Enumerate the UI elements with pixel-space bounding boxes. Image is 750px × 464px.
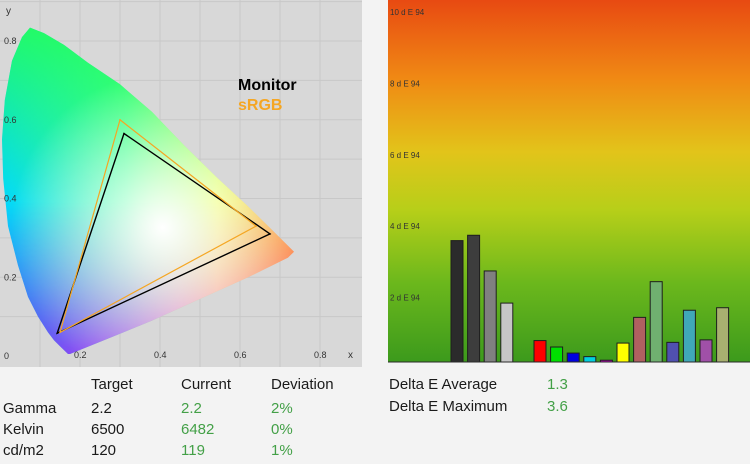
delta-e-maximum-label: Delta E Maximum xyxy=(389,398,508,415)
row-label: Kelvin xyxy=(3,421,44,438)
row-current: 119 xyxy=(181,442,205,459)
gamut-vertex xyxy=(56,332,58,334)
row-target: 6500 xyxy=(91,421,125,438)
delta-e-bar xyxy=(649,281,663,363)
gamut-triangles xyxy=(56,118,272,335)
header-target: Target xyxy=(91,376,133,393)
delta-e-bar xyxy=(716,307,730,363)
cie-x-axis-label: x xyxy=(348,350,353,361)
row-target: 120 xyxy=(91,442,117,459)
delta-e-bar xyxy=(550,346,564,363)
y-tick-label: 2 d E 94 xyxy=(390,294,420,303)
delta-e-bar xyxy=(633,316,647,363)
delta-e-y-ticks: 2 d E 94 4 d E 94 6 d E 94 8 d E 94 10 d E 9… xyxy=(390,8,425,303)
delta-e-bar xyxy=(583,356,597,363)
legend-monitor: Monitor xyxy=(238,77,297,94)
delta-e-bar xyxy=(682,309,696,363)
row-deviation: 0% xyxy=(271,421,293,438)
row-deviation: 1% xyxy=(271,442,293,459)
y-tick-label: 4 d E 94 xyxy=(390,222,420,231)
x-tick-label: 0.2 xyxy=(74,350,87,360)
monitor-gamut-triangle xyxy=(56,132,272,335)
gamut-vertex xyxy=(269,233,271,235)
row-current: 2.2 xyxy=(181,400,202,417)
gamut-vertex xyxy=(123,132,125,135)
row-target: 2.2 xyxy=(91,400,112,417)
delta-e-average-value: 1.3 xyxy=(547,376,568,393)
legend-srgb: sRGB xyxy=(238,97,282,114)
srgb-gamut-triangle xyxy=(59,118,258,334)
gamut-vertex xyxy=(119,118,121,121)
cie-chromaticity-chart: 0.2 0.4 0.6 0.8 0 0.2 0.4 0.6 0.8 x y Monitor sR… xyxy=(0,0,362,367)
x-tick-label: 0.4 xyxy=(154,350,167,360)
gamut-vertex xyxy=(59,331,61,334)
delta-e-bar xyxy=(500,302,514,363)
delta-e-bar xyxy=(616,342,630,363)
x-tick-label: 0.8 xyxy=(314,350,327,360)
delta-e-bar xyxy=(666,341,680,363)
row-current: 6482 xyxy=(181,421,215,438)
header-deviation: Deviation xyxy=(271,376,334,393)
x-tick-label: 0.6 xyxy=(234,350,247,360)
y-tick-label: 0.2 xyxy=(4,272,17,282)
cie-axis-ticks: 0.2 0.4 0.6 0.8 0 0.2 0.4 0.6 0.8 xyxy=(4,36,327,361)
y-tick-label: 6 d E 94 xyxy=(390,151,420,160)
y-tick-label: 8 d E 94 xyxy=(390,79,420,88)
row-label: cd/m2 xyxy=(3,442,44,459)
delta-e-average-label: Delta E Average xyxy=(389,376,498,393)
delta-e-bar-chart: 2 d E 94 4 d E 94 6 d E 94 8 d E 94 10 d E 9… xyxy=(388,0,750,363)
cie-y-axis-label: y xyxy=(6,6,11,17)
delta-e-bar xyxy=(533,340,547,363)
delta-e-bar xyxy=(483,270,497,363)
y-tick-label: 10 d E 94 xyxy=(390,8,425,17)
row-deviation: 2% xyxy=(271,400,293,417)
y-tick-label: 0.8 xyxy=(4,36,17,46)
delta-e-bar xyxy=(450,240,464,363)
header-current: Current xyxy=(181,376,232,393)
y-tick-label: 0 xyxy=(4,351,9,361)
y-tick-label: 0.6 xyxy=(4,115,17,125)
gamut-vertex xyxy=(255,225,257,227)
delta-e-background xyxy=(388,0,750,362)
delta-e-bar xyxy=(467,234,481,363)
row-label: Gamma xyxy=(3,400,57,417)
delta-e-maximum-value: 3.6 xyxy=(547,398,568,415)
y-tick-label: 0.4 xyxy=(4,194,17,204)
delta-e-bar xyxy=(566,352,580,363)
delta-e-bar xyxy=(699,339,713,363)
